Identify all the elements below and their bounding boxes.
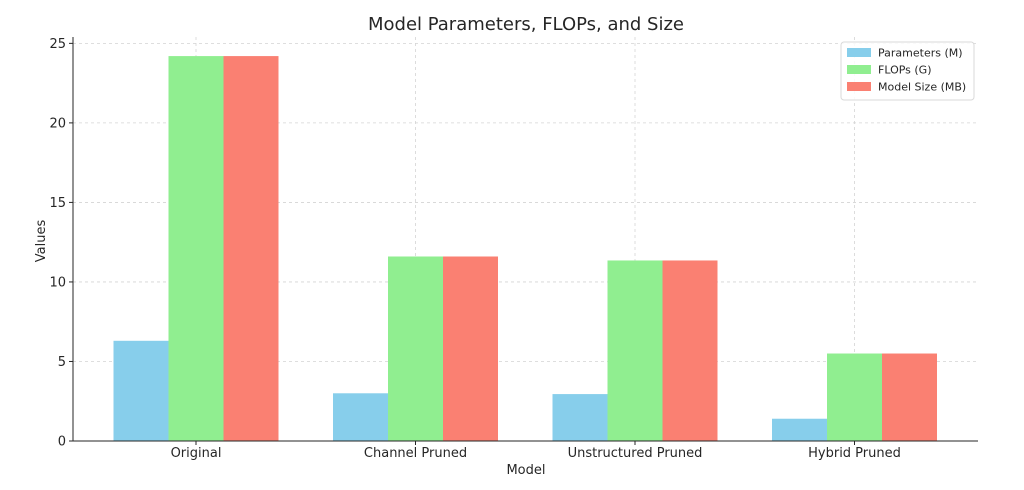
legend-swatch <box>847 82 871 91</box>
y-axis-label: Values <box>34 220 49 263</box>
bar-model-size-mb <box>223 56 279 442</box>
x-tick-label: Original <box>171 446 222 461</box>
axes-layer: 0 5 10 15 20 25 Original Channel Pruned Unstruct… <box>49 37 978 461</box>
bar-parameters-m <box>772 418 827 441</box>
bar-model-size-mb <box>662 260 718 441</box>
y-tick-label: 10 <box>49 275 66 290</box>
legend-label: FLOPs (G) <box>878 64 932 77</box>
y-tick-label: 15 <box>49 196 66 211</box>
chart-title: Model Parameters, FLOPs, and Size <box>368 14 684 35</box>
x-tick-label: Unstructured Pruned <box>568 446 703 461</box>
legend-box <box>840 41 975 101</box>
bar-model-size-mb <box>443 256 498 441</box>
legend-label: Parameters (M) <box>878 47 963 60</box>
bar-flops-g <box>168 56 224 442</box>
bar-parameters-m <box>552 394 608 441</box>
legend: Parameters (M) FLOPs (G) Model Size (MB) <box>840 41 975 101</box>
bars-layer <box>113 56 937 442</box>
x-axis-label: Model <box>506 463 545 478</box>
bar-parameters-m <box>333 393 388 441</box>
y-tick-label: 25 <box>49 37 66 52</box>
legend-swatch <box>847 48 871 57</box>
bar-flops-g <box>607 260 663 441</box>
y-tick-label: 20 <box>49 116 66 131</box>
y-tick-label: 5 <box>58 355 66 370</box>
bar-model-size-mb <box>882 353 937 441</box>
legend-swatch <box>847 65 871 74</box>
bar-flops-g <box>827 353 882 441</box>
y-tick-label: 0 <box>58 435 66 450</box>
legend-label: Model Size (MB) <box>878 81 966 94</box>
x-tick-label: Channel Pruned <box>364 446 467 461</box>
bar-flops-g <box>388 256 443 441</box>
x-tick-label: Hybrid Pruned <box>808 446 901 461</box>
bar-parameters-m <box>113 340 169 441</box>
